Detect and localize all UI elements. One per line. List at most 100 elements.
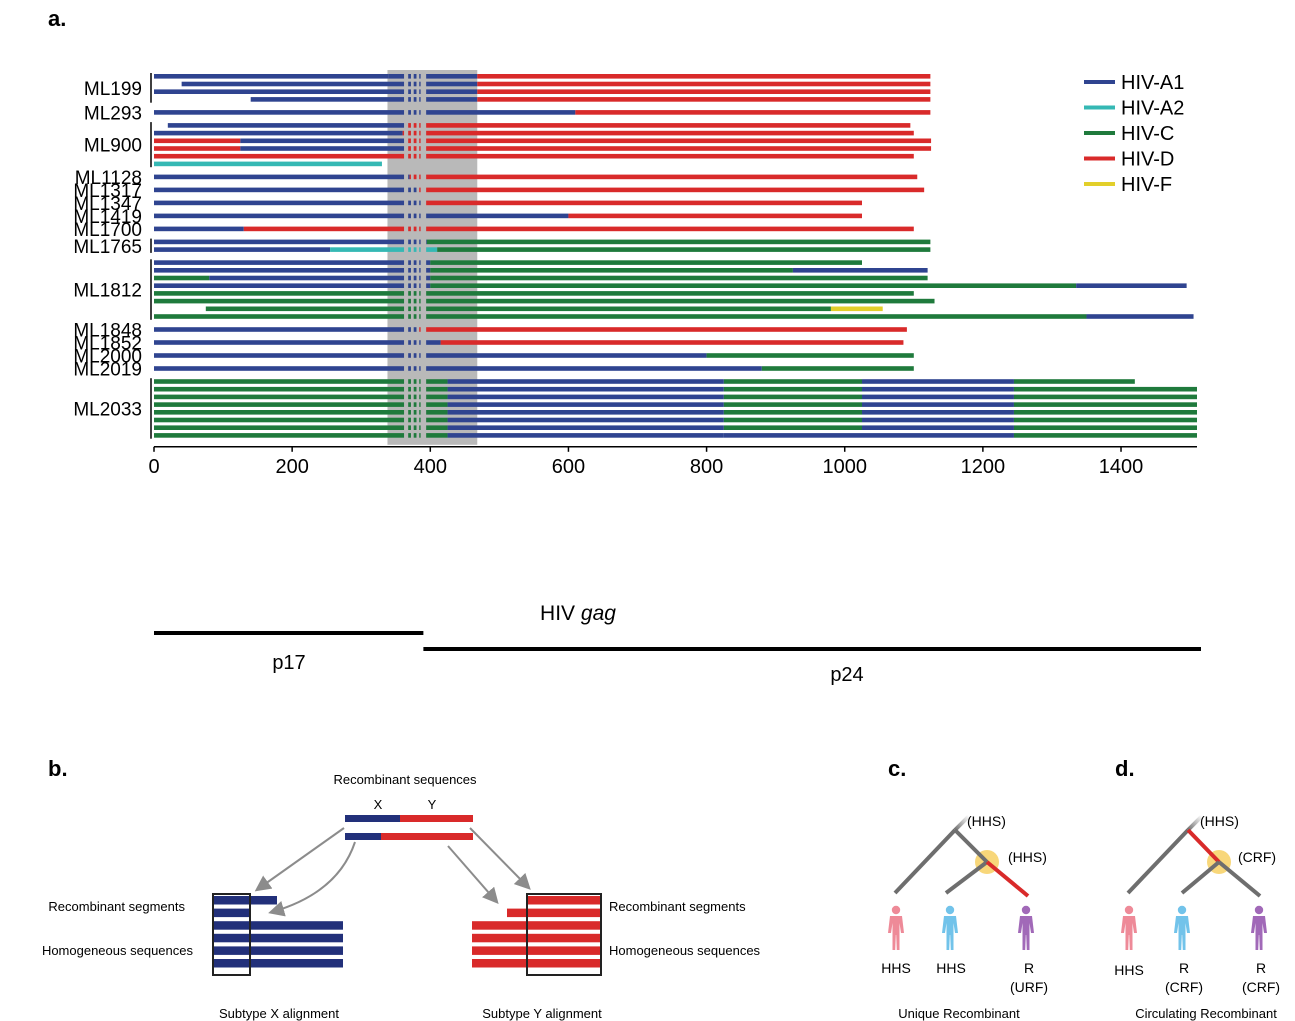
sequence-segment-ml2033-7-1-1	[154, 425, 404, 430]
sequence-segment-ml2033-4-2-1	[448, 402, 724, 407]
sequence-segment-ml1812-1-1-2	[408, 260, 411, 265]
sequence-segment-ml199-4-1-5	[426, 97, 477, 102]
sequence-segment-ml1812-3-3-1	[430, 276, 927, 281]
group-labels: ML199ML293ML900ML1128ML1317ML1347ML1419M…	[73, 73, 151, 439]
tree-d-leaf3-label: R	[1256, 960, 1266, 976]
tree-d-leaf2-label: R	[1179, 960, 1189, 976]
sequence-segment-ml2033-1-2-1	[448, 379, 724, 384]
sequence-segment-ml199-1-1-1	[154, 74, 389, 79]
sequence-segment-ml2000-1-1-2	[408, 353, 411, 358]
sequence-segment-ml1812-5-1-3	[414, 291, 417, 296]
sequence-segment-ml1700-1-2-5	[426, 227, 914, 232]
tree-c-leaf3-label: R	[1024, 960, 1034, 976]
sequence-segment-ml1812-6-1-5	[426, 299, 934, 304]
sequence-segment-ml2019-1-1-4	[419, 366, 420, 371]
sequence-segment-ml2033-4-5-1	[1014, 402, 1197, 407]
sequence-segment-ml2033-8-1-5	[426, 433, 447, 438]
sequence-segment-ml199-1-2-3	[414, 74, 417, 79]
tree-d-top-label: (HHS)	[1200, 813, 1239, 829]
sequence-segment-ml293-1-2-1	[575, 110, 930, 115]
sequence-segment-ml2033-3-2-1	[448, 395, 724, 400]
sequence-segment-ml2033-6-4-1	[862, 418, 1014, 423]
legend-label-f: HIV-F	[1121, 174, 1172, 196]
sequence-segment-ml900-1-2-4	[426, 123, 910, 128]
tree-c-top-label: (HHS)	[967, 813, 1006, 829]
sequence-segment-ml1852-1-1-4	[419, 340, 420, 345]
sequence-segment-ml1128-1-1-1	[154, 175, 404, 180]
group-label-ml293: ML293	[84, 103, 142, 124]
sequence-segment-ml2033-7-1-5	[426, 425, 447, 430]
tree-d-human-3-icon	[1251, 906, 1267, 950]
sequence-segment-ml2033-8-2-1	[448, 433, 724, 438]
sequence-segment-ml2033-7-4-1	[862, 425, 1014, 430]
sequence-segment-ml1317-1-2-2	[426, 188, 924, 193]
sequence-segment-ml2033-7-1-3	[414, 425, 417, 430]
sequence-segment-ml2033-4-1-1	[154, 402, 404, 407]
subtype-x-row-2	[214, 909, 251, 918]
tree-d-human-1-icon	[1121, 906, 1137, 950]
panel-label-a: a.	[48, 6, 66, 31]
sequence-segment-ml2033-2-3-1	[724, 387, 862, 392]
sequence-segment-ml1812-2-1-3	[414, 268, 417, 273]
sequence-segment-ml2033-6-1-1	[154, 418, 404, 423]
group-label-ml2019: ML2019	[73, 360, 142, 381]
sequence-segment-ml1700-1-2-3	[414, 227, 417, 232]
alignment-arrow-3	[448, 846, 496, 901]
sequence-segment-ml1347-1-1-4	[419, 201, 420, 206]
sequence-segment-ml1128-1-2-4	[426, 175, 917, 180]
sequence-segment-ml900-3-1-1	[154, 139, 240, 144]
tree-c-branch-3	[987, 862, 1028, 896]
sequence-segment-ml900-3-3-1	[408, 139, 411, 144]
group-label-ml1765: ML1765	[73, 237, 142, 258]
sequence-segment-ml2033-3-1-3	[414, 395, 417, 400]
tree-c-caption: Unique Recombinant	[898, 1006, 1020, 1021]
sequence-segment-ml2033-3-1-4	[419, 395, 420, 400]
sequence-segment-ml199-3-1-5	[426, 89, 477, 94]
sequence-segment-ml1812-3-1-1	[154, 276, 209, 281]
sequence-segment-ml2033-5-1-2	[408, 410, 411, 415]
sequence-segment-ml1128-1-2-3	[419, 175, 420, 180]
sequence-segment-ml2019-1-1-1	[154, 366, 404, 371]
sequence-segment-ml2033-3-4-1	[862, 395, 1014, 400]
sequence-segment-ml2000-1-1-4	[419, 353, 420, 358]
sequence-segment-ml900-3-2-1	[240, 139, 404, 144]
sequence-segment-ml1765-2-2-3	[414, 247, 417, 252]
sequence-segment-ml1812-2-3-1	[793, 268, 928, 273]
sequence-segment-ml1812-2-2-1	[430, 268, 793, 273]
tree-d-leaf3-sublabel: (CRF)	[1242, 979, 1280, 995]
x-axis: 0 200 400 600 800 1000 1200 1400	[148, 447, 1197, 478]
sequence-segment-ml900-3-3-4	[426, 139, 931, 144]
sequence-segment-ml2033-4-1-2	[408, 402, 411, 407]
panel-a: a. ML199 ML293 ML900 ML1128ML1317ML1347ML14…	[48, 6, 1201, 686]
sequence-segment-ml900-3-3-3	[419, 139, 420, 144]
panel-c: c. (HHS) (HHS) HHS HHS R (URF) Unique Re…	[881, 756, 1048, 1021]
tree-d-branch-3	[1219, 862, 1260, 896]
sequence-segment-ml1852-1-1-3	[414, 340, 417, 345]
sequence-segment-ml900-4-1-1	[154, 146, 240, 151]
sequence-segment-ml199-2-1-3	[414, 82, 417, 87]
tree-c-node-label: (HHS)	[1008, 849, 1047, 865]
tree-c-branch-internal	[955, 830, 987, 862]
subtype-y-alignment-caption: Subtype Y alignment	[482, 1006, 602, 1021]
sequence-segment-ml2033-5-1-1	[154, 410, 404, 415]
sequence-segment-ml1700-1-2-4	[419, 227, 420, 232]
x-tick-label-0: 0	[148, 456, 159, 478]
group-label-ml199: ML199	[84, 79, 142, 100]
subtype-x-row-5	[214, 946, 343, 955]
sequence-segment-ml1812-4-1-4	[419, 283, 420, 288]
sequence-segment-ml1765-1-1-3	[414, 240, 417, 245]
sequence-segment-ml2033-5-3-1	[724, 410, 862, 415]
sequence-segment-ml199-3-1-3	[414, 89, 417, 94]
sequence-segment-ml1812-4-1-2	[408, 283, 411, 288]
sequence-segment-ml1765-2-2-4	[419, 247, 420, 252]
sequence-segment-ml1419-1-1-2	[408, 214, 411, 219]
sequence-segment-ml2033-6-5-1	[1014, 418, 1197, 423]
sequence-segment-ml1812-7-1-3	[414, 307, 417, 312]
sequence-segment-ml199-3-1-1	[154, 89, 404, 94]
sequence-segment-ml2033-6-1-4	[419, 418, 420, 423]
sequence-segment-ml2033-5-4-1	[862, 410, 1014, 415]
sequence-segment-ml1812-5-1-2	[408, 291, 411, 296]
sequence-segment-ml2033-4-1-4	[419, 402, 420, 407]
sequence-segment-ml199-3-1-2	[408, 89, 411, 94]
sequence-segment-ml2000-1-2-1	[707, 353, 914, 358]
